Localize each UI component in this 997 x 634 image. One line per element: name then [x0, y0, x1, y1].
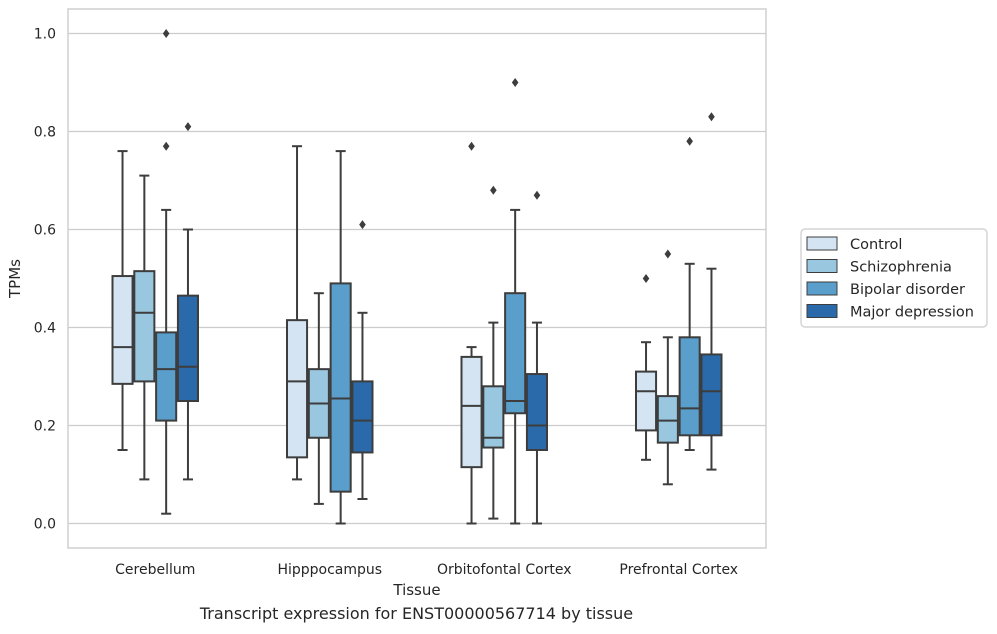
outlier-point — [468, 141, 475, 151]
box-series — [111, 29, 723, 525]
box-control — [285, 145, 309, 481]
box-bipolar-disorder — [678, 136, 701, 451]
box-major-depression — [525, 190, 549, 525]
outlier-point — [490, 185, 497, 195]
legend: Control Schizophrenia Bipolar disorder Majo… — [800, 228, 988, 328]
legend-label: Major depression — [850, 305, 974, 321]
legend-swatch — [806, 281, 838, 296]
y-tick-label: 0.6 — [34, 223, 56, 239]
box-body — [329, 282, 352, 493]
box-schizophrenia — [482, 185, 505, 520]
figure-caption: Transcript expression for ENST0000056771… — [199, 604, 634, 623]
box-schizophrenia — [133, 174, 156, 481]
box-major-depression — [351, 220, 374, 500]
y-tick-label: 0.8 — [34, 125, 56, 141]
box-major-depression — [700, 112, 723, 471]
x-tick-label: Hipppocampus — [277, 562, 382, 578]
legend-swatch — [806, 259, 838, 273]
outlier-point — [708, 112, 715, 122]
box-body — [351, 380, 374, 454]
x-tick-label: Prefrontal Cortex — [619, 562, 738, 578]
outlier-point — [511, 78, 519, 87]
box-body — [111, 275, 134, 385]
outlier-point — [162, 141, 170, 151]
box-schizophrenia — [307, 292, 330, 505]
legend-label: Bipolar disorder — [850, 282, 965, 298]
legend-swatch — [806, 236, 838, 251]
box-major-depression — [176, 122, 200, 481]
grid-lines — [68, 32, 766, 525]
box-body — [155, 331, 178, 422]
outlier-point — [533, 190, 541, 200]
box-body — [482, 385, 505, 449]
outlier-point — [642, 274, 650, 283]
box-body — [460, 355, 483, 469]
box-bipolar-disorder — [329, 150, 352, 525]
box-control — [460, 141, 483, 525]
outlier-point — [184, 122, 192, 132]
y-tick-label: 0.4 — [34, 321, 56, 337]
box-bipolar-disorder — [155, 29, 178, 515]
box-body — [700, 353, 723, 437]
x-tick-label: Orbitofontal Cortex — [437, 562, 572, 578]
outlier-point — [162, 29, 170, 38]
x-axis-label: Tissue — [392, 581, 440, 599]
box-bipolar-disorder — [504, 78, 527, 525]
y-tick-label: 0.0 — [34, 517, 56, 533]
box-body — [285, 319, 309, 459]
y-axis-ticks: 0.0 0.2 0.4 0.6 0.8 1.0 — [34, 27, 56, 533]
y-tick-label: 1.0 — [34, 27, 56, 43]
legend-label: Control — [850, 237, 902, 253]
legend-label: Schizophrenia — [850, 260, 952, 276]
outlier-point — [686, 136, 693, 146]
outlier-point — [664, 249, 672, 259]
plot-frame — [67, 8, 767, 549]
y-tick-label: 0.2 — [34, 419, 56, 435]
outlier-point — [359, 220, 366, 230]
box-body — [634, 370, 658, 432]
legend-frame — [800, 228, 988, 328]
x-axis-ticks: Cerebellum Hipppocampus Orbitofontal Corte… — [115, 562, 738, 578]
box-body — [133, 270, 156, 383]
box-body — [504, 292, 527, 415]
box-body — [525, 373, 549, 451]
box-body — [678, 336, 701, 437]
x-tick-label: Cerebellum — [115, 562, 195, 578]
y-axis-label: TPMs — [6, 259, 24, 299]
box-body — [656, 395, 679, 444]
box-schizophrenia — [656, 249, 679, 486]
box-body — [176, 294, 200, 402]
legend-swatch — [806, 304, 838, 318]
box-control — [634, 274, 658, 461]
box-control — [111, 150, 134, 451]
